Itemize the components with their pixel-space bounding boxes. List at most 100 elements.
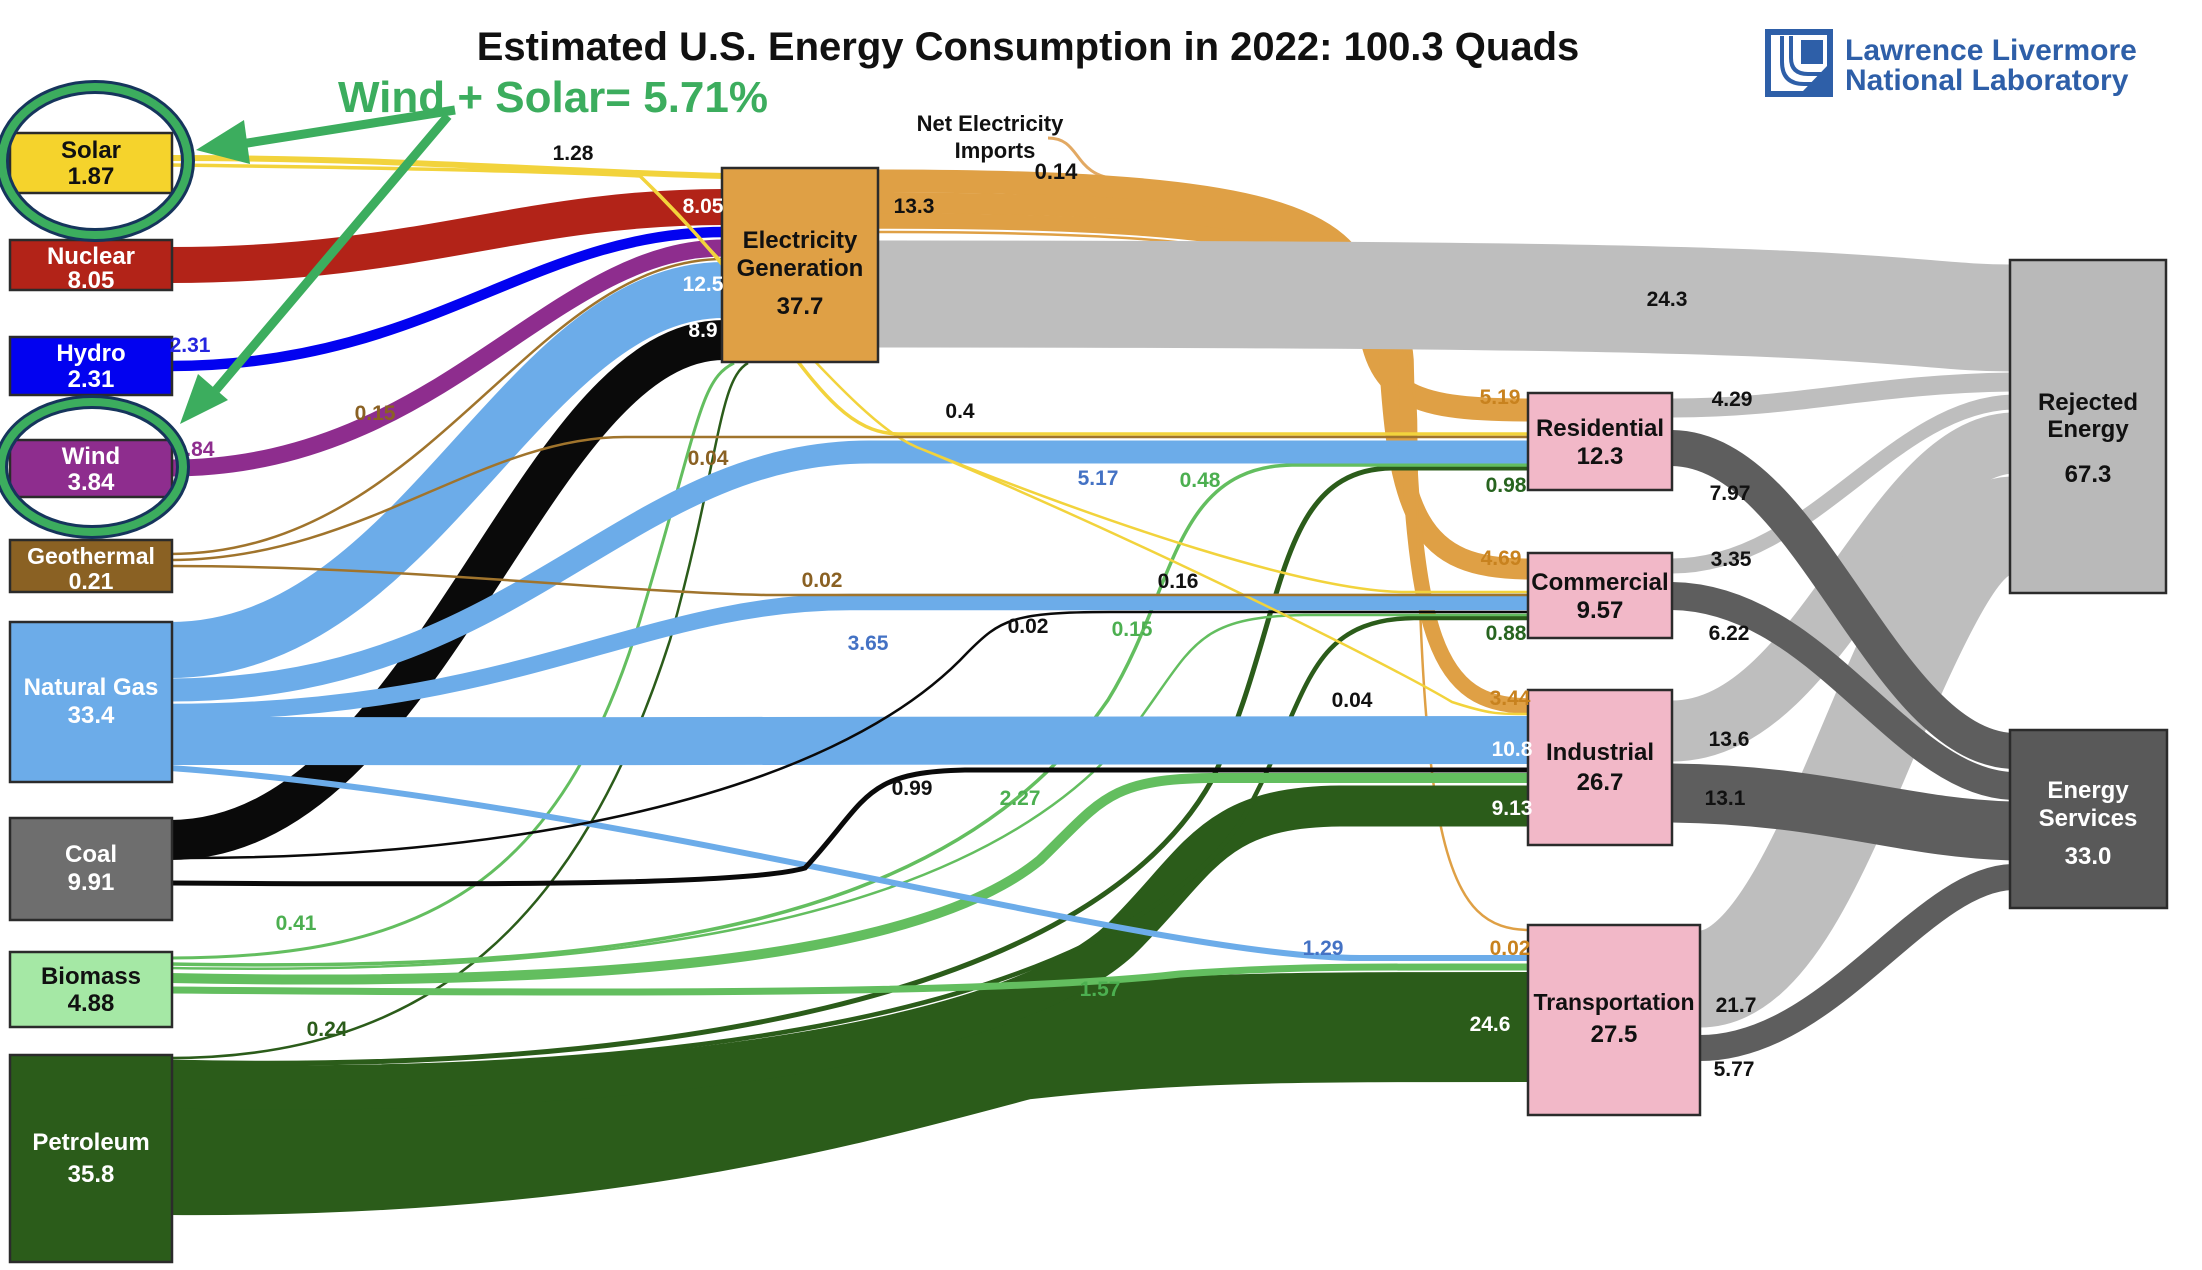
- llnl-logo-icon: [1765, 29, 1833, 97]
- services-value: 33.0: [2065, 843, 2112, 870]
- label-trans-services: 5.77: [1714, 1058, 1755, 1081]
- nuclear-value: 8.05: [68, 267, 115, 294]
- llnl-logo-line2: National Laboratory: [1845, 64, 2129, 97]
- petroleum-flows: [169, 361, 1531, 1216]
- flow-biomass-transportation: [169, 963, 1531, 996]
- label-solar-com: 0.16: [1158, 570, 1199, 593]
- node-biomass: [8, 950, 174, 1029]
- node-petroleum: [8, 1053, 174, 1264]
- label-natgas-eg: 12.5: [683, 273, 724, 296]
- geothermal-label: Geothermal: [27, 543, 155, 569]
- node-transportation: [1526, 923, 1702, 1117]
- residential-label: Residential: [1536, 415, 1664, 442]
- label-ind-rejected: 13.6: [1709, 728, 1750, 751]
- node-commercial: [1526, 551, 1674, 640]
- hydro-label: Hydro: [56, 340, 125, 367]
- label-petroleum-trans: 24.6: [1470, 1013, 1511, 1036]
- label-coal-eg: 8.9: [688, 319, 717, 342]
- flow-eg-rejected: [877, 240, 2013, 372]
- node-energy-services: [2008, 728, 2169, 910]
- transportation-label: Transportation: [1533, 989, 1694, 1015]
- label-com-services: 6.22: [1709, 622, 1750, 645]
- flow-biomass-residential: [169, 463, 1530, 967]
- flow-commercial-services: [1671, 582, 2014, 800]
- node-nuclear: [8, 238, 174, 292]
- page-title: Estimated U.S. Energy Consumption in 202…: [477, 25, 1580, 69]
- llnl-logo: Lawrence Livermore National Laboratory: [1765, 29, 2137, 97]
- label-biomass-trans: 1.57: [1080, 978, 1121, 1001]
- petroleum-value: 35.8: [68, 1161, 115, 1188]
- solar-highlight-circle-green: [0, 83, 192, 239]
- label-solar-eg: 1.28: [553, 142, 594, 165]
- eg-value: 37.7: [777, 293, 824, 320]
- label-geo-eg: 0.15: [355, 402, 396, 425]
- flow-coal-commercial: [169, 610, 1530, 860]
- node-electricity-generation: [720, 166, 880, 364]
- flow-biomass-commercial: [169, 613, 1530, 970]
- arrow-to-wind-head: [180, 374, 228, 424]
- node-geothermal: [8, 538, 174, 594]
- label-biomass-res: 0.48: [1180, 469, 1221, 492]
- natgas-label: Natural Gas: [24, 674, 159, 701]
- flow-transportation-services: [1699, 864, 2014, 1061]
- label-biomass-eg: 0.41: [276, 912, 317, 935]
- eg-label-2: Generation: [737, 255, 864, 282]
- label-hydro-eg: 2.31: [170, 334, 211, 357]
- services-flows: [1670, 430, 2015, 1061]
- wind-label: Wind: [62, 443, 120, 470]
- label-natgas-res: 5.17: [1078, 467, 1119, 490]
- flow-residential-rejected: [1671, 372, 2013, 418]
- node-rejected-energy: [2008, 258, 2168, 595]
- rejected-label-2: Energy: [2047, 416, 2129, 443]
- flow-transportation-rejected: [1694, 476, 2021, 1028]
- net-imports-value: 0.14: [1035, 159, 1079, 184]
- label-petroleum-com: 0.88: [1486, 622, 1527, 645]
- biomass-value: 4.88: [68, 990, 115, 1017]
- label-trans-rejected: 21.7: [1716, 994, 1757, 1017]
- label-natgas-ind: 10.8: [1492, 738, 1533, 761]
- wind-value: 3.84: [68, 469, 115, 496]
- coal-flows: [169, 610, 1530, 887]
- label-eg-out: 13.3: [894, 195, 935, 218]
- label-biomass-com: 0.15: [1112, 618, 1153, 641]
- label-res-services: 7.97: [1710, 482, 1751, 505]
- label-com-rejected: 3.35: [1711, 548, 1752, 571]
- coal-label: Coal: [65, 841, 117, 868]
- label-eg-rejected: 24.3: [1647, 288, 1688, 311]
- node-wind: [8, 438, 174, 499]
- node-coal: [8, 816, 174, 922]
- label-geo-res: 0.04: [688, 447, 729, 470]
- coal-value: 9.91: [68, 869, 115, 896]
- nuclear-label: Nuclear: [47, 243, 135, 270]
- flow-natgas-eg: [169, 262, 726, 678]
- source-to-eg-flows: [169, 155, 726, 860]
- flow-solar-eg: [169, 155, 725, 179]
- solar-geo-direct-flows: [169, 163, 1531, 716]
- solar-value: 1.87: [68, 163, 115, 190]
- flow-geothermal-commercial: [169, 564, 1530, 597]
- flow-coal-eg: [169, 320, 726, 860]
- label-res-rejected: 4.29: [1712, 388, 1753, 411]
- transportation-value: 27.5: [1591, 1021, 1638, 1048]
- label-eg-com: 4.69: [1481, 547, 1522, 570]
- label-petroleum-eg: 0.24: [307, 1018, 348, 1041]
- flow-petroleum-transportation: [169, 972, 1531, 1216]
- rejected-label-1: Rejected: [2038, 389, 2138, 416]
- flow-labels: 1.28 8.05 12.5 8.9 13.3 24.3 2.31 3.84 0…: [170, 142, 1757, 1081]
- flow-coal-industrial: [169, 767, 1530, 887]
- label-geo-com: 0.02: [802, 569, 843, 592]
- net-imports-group: Net Electricity Imports 0.14: [917, 111, 1079, 184]
- node-industrial: [1526, 688, 1674, 847]
- commercial-value: 9.57: [1577, 597, 1624, 624]
- node-solar: [8, 131, 174, 195]
- rejected-value: 67.3: [2065, 461, 2112, 488]
- label-coal-com: 0.02: [1008, 615, 1049, 638]
- flow-hydro-eg: [169, 226, 725, 372]
- flow-wind-eg: [169, 239, 725, 477]
- arrow-to-solar-shaft: [234, 105, 456, 150]
- natgas-value: 33.4: [68, 702, 115, 729]
- annotation-text: Wind + Solar= 5.71%: [338, 73, 768, 122]
- label-petroleum-ind: 9.13: [1492, 797, 1533, 820]
- flow-petroleum-industrial: [169, 785, 1530, 1110]
